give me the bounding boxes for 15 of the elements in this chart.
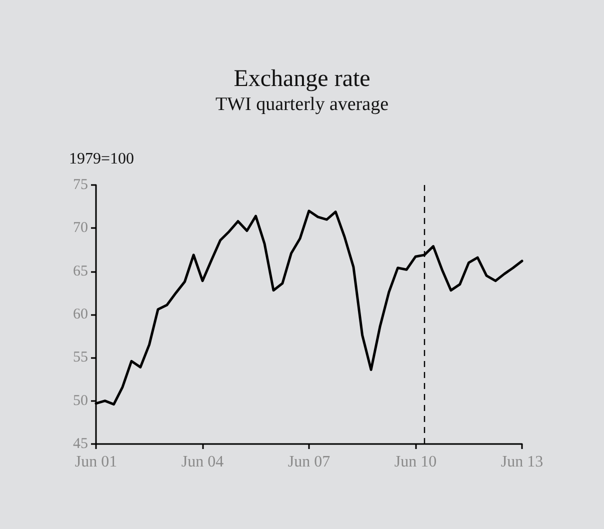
chart-title: Exchange rate bbox=[234, 66, 370, 92]
y-tick-label: 50 bbox=[73, 392, 88, 409]
y-tick-label: 70 bbox=[73, 220, 88, 236]
x-tick-label: Jun 01 bbox=[74, 454, 118, 470]
y-tick-label: 55 bbox=[73, 350, 88, 366]
y-tick-label: 65 bbox=[73, 263, 88, 280]
x-tick-label: Jun 13 bbox=[500, 454, 544, 470]
y-tick-label: 75 bbox=[73, 177, 88, 193]
y-tick-label: 45 bbox=[73, 436, 88, 452]
y-axis-title: 1979=100 bbox=[69, 150, 134, 168]
x-tick-label: Jun 10 bbox=[394, 454, 437, 470]
x-tick-label: Jun 07 bbox=[288, 454, 330, 470]
chart-subtitle: TWI quarterly average bbox=[215, 94, 389, 115]
x-tick-label: Jun 04 bbox=[181, 454, 224, 470]
y-tick-label: 60 bbox=[73, 306, 88, 322]
